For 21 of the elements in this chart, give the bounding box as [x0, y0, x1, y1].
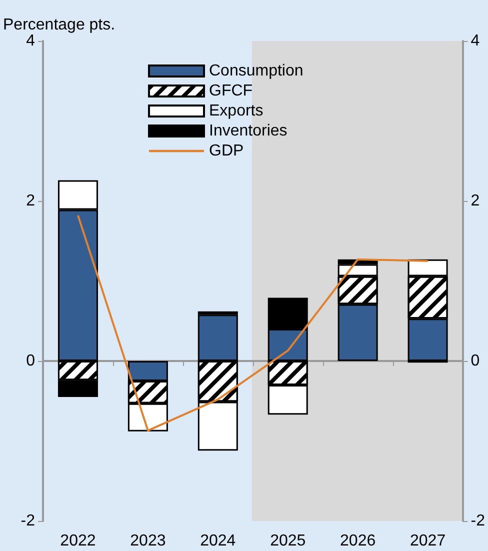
y-tick-label: 4	[26, 32, 36, 50]
y-tick-label: 0	[26, 352, 36, 370]
x-tick-label: 2022	[60, 532, 96, 550]
legend-label: GFCF	[209, 82, 253, 100]
x-tick-label: 2024	[200, 532, 236, 550]
legend-label: Consumption	[209, 62, 304, 80]
legend-label: GDP	[209, 142, 244, 160]
y2-tick-label: 4	[470, 32, 480, 50]
y2-tick-label: 2	[470, 192, 480, 210]
y-tick-label: -2	[20, 512, 36, 530]
y2-tick-label: -2	[470, 512, 486, 530]
line-series	[76, 214, 429, 432]
y2-tick-label: 0	[470, 352, 480, 370]
legend-label: Inventories	[209, 122, 288, 140]
x-tick-label: 2025	[270, 532, 306, 550]
y-axis-title: Percentage pts.	[3, 16, 116, 34]
x-tick-label: 2023	[130, 532, 166, 550]
x-tick-label: 2026	[340, 532, 376, 550]
y-tick-label: 2	[26, 192, 36, 210]
x-tick-label: 2027	[410, 532, 446, 550]
legend-label: Exports	[209, 102, 264, 120]
